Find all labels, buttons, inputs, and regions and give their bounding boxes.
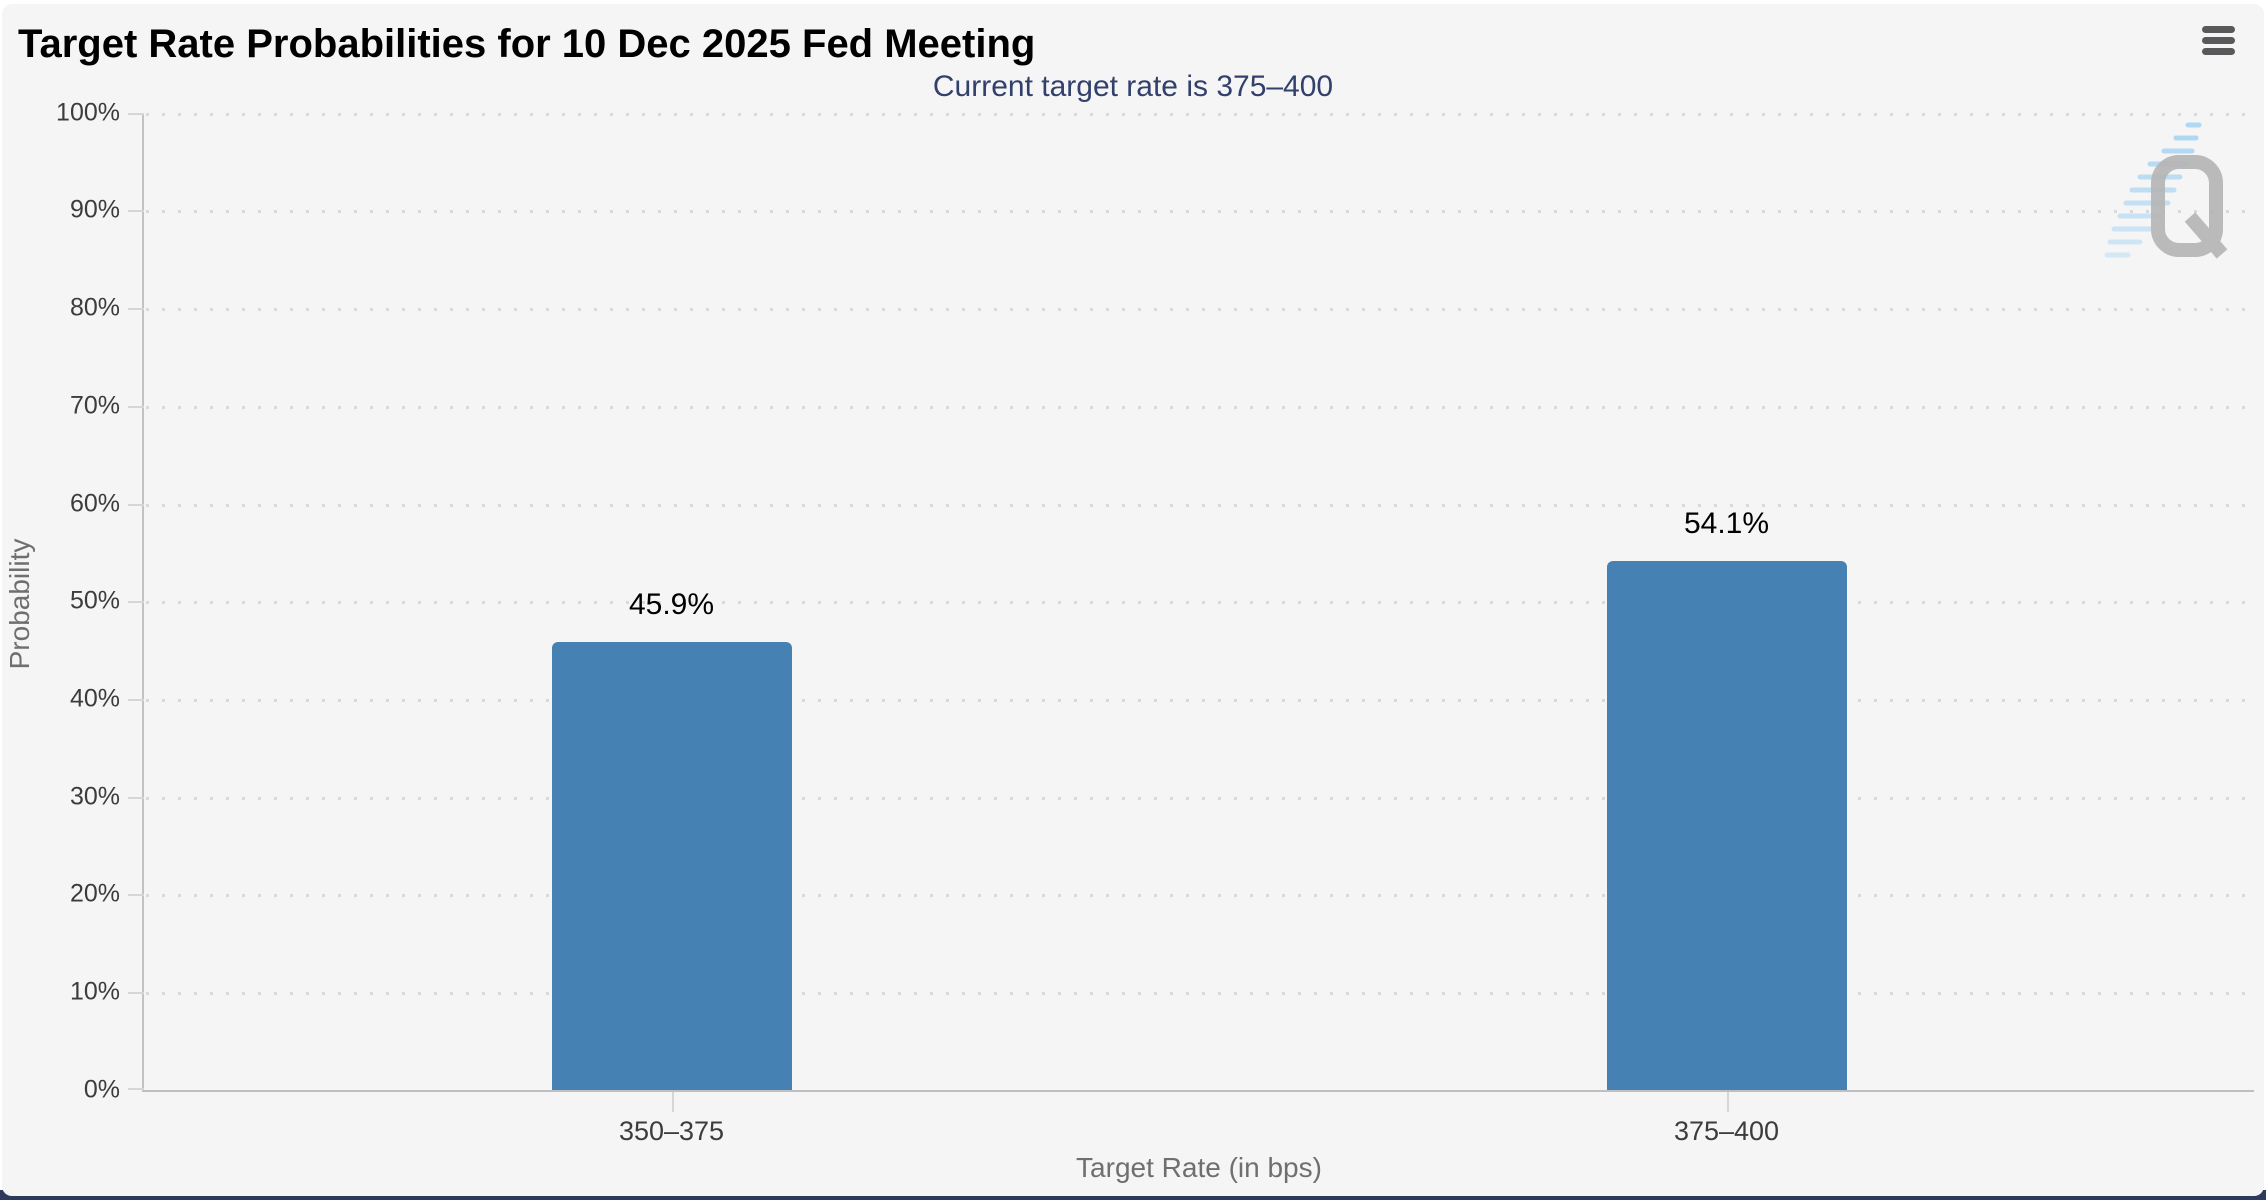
gridline-70 bbox=[146, 406, 2254, 409]
y-tick bbox=[128, 210, 144, 212]
bar-375-400[interactable] bbox=[1606, 561, 1847, 1090]
gridline-60 bbox=[146, 504, 2254, 507]
gridline-40 bbox=[146, 699, 2254, 702]
hamburger-bar bbox=[2202, 37, 2235, 44]
x-tick bbox=[671, 1092, 674, 1112]
hamburger-bar bbox=[2202, 48, 2235, 55]
bar-350-375[interactable] bbox=[551, 642, 792, 1090]
y-tick bbox=[128, 894, 144, 896]
gridline-80 bbox=[146, 308, 2254, 311]
data-label-350-375: 45.9% bbox=[628, 588, 715, 621]
gridline-50 bbox=[146, 601, 2254, 604]
y-tick bbox=[128, 113, 144, 115]
y-axis-label: 30% bbox=[69, 782, 120, 811]
x-axis-label-350-375: 350–375 bbox=[618, 1116, 725, 1146]
hamburger-bar bbox=[2202, 26, 2235, 33]
x-tick bbox=[1726, 1092, 1729, 1112]
y-tick bbox=[128, 992, 144, 994]
y-axis-label: 20% bbox=[69, 879, 120, 908]
y-tick bbox=[128, 699, 144, 701]
y-axis-label: 40% bbox=[69, 684, 120, 713]
chart-subtitle: Current target rate is 375–400 bbox=[932, 70, 1334, 103]
data-label-375-400: 54.1% bbox=[1683, 507, 1770, 540]
gridline-90 bbox=[146, 210, 2254, 213]
y-axis-label: 70% bbox=[69, 391, 120, 420]
gridline-30 bbox=[146, 797, 2254, 800]
y-axis-label: 10% bbox=[69, 977, 120, 1006]
y-tick bbox=[128, 601, 144, 603]
hamburger-menu-icon[interactable] bbox=[2202, 26, 2236, 58]
chart-title: Target Rate Probabilities for 10 Dec 202… bbox=[18, 22, 1036, 66]
y-axis-label: 0% bbox=[83, 1075, 120, 1104]
x-axis-label-375-400: 375–400 bbox=[1673, 1116, 1780, 1146]
x-axis-title: Target Rate (in bps) bbox=[1076, 1152, 1322, 1183]
gridline-10 bbox=[146, 992, 2254, 995]
y-tick bbox=[128, 797, 144, 799]
gridline-20 bbox=[146, 894, 2254, 897]
y-tick bbox=[128, 406, 144, 408]
plot-area: 100% 90% 80% 70% 60% 50% 40% 30% 20% 10%… bbox=[56, 99, 2254, 1183]
y-axis-label: 50% bbox=[69, 586, 120, 615]
y-axis-label: 100% bbox=[56, 98, 120, 127]
chart-card: Target Rate Probabilities for 10 Dec 202… bbox=[2, 4, 2264, 1196]
y-axis-label: 80% bbox=[69, 293, 120, 322]
y-tick bbox=[128, 1088, 144, 1090]
y-axis-label: 90% bbox=[69, 195, 120, 224]
gridline-100 bbox=[146, 113, 2254, 116]
y-axis-label: 60% bbox=[69, 489, 120, 518]
y-tick bbox=[128, 308, 144, 310]
y-tick bbox=[128, 504, 144, 506]
